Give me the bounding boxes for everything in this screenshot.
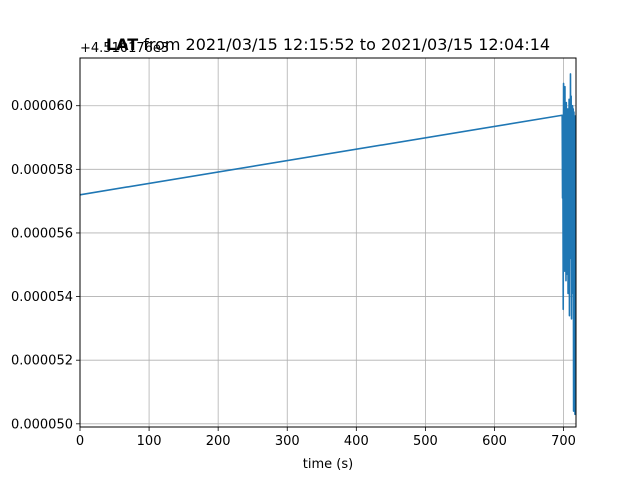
chart-title: LAT from 2021/03/15 12:15:52 to 2021/03/… [106,35,550,54]
series-line [79,73,577,416]
x-tick-label: 300 [275,434,300,449]
chart-title-rest: from 2021/03/15 12:15:52 to 2021/03/15 1… [138,35,550,54]
y-tick-label: 0.000056 [11,226,73,241]
x-tick-label: 0 [76,434,84,449]
y-tick-label: 0.000050 [11,417,73,432]
x-tick-label: 500 [413,434,438,449]
y-offset-label: +4.510176e3 [80,41,169,56]
plot-lines [79,73,577,416]
grid [79,58,576,427]
x-tick-label: 600 [482,434,507,449]
axes-frame [79,57,577,428]
y-tick-label: 0.000060 [11,99,73,114]
ticks: 0 100 200 300 400 500 600 700 0.000050 0.000052 0.… [11,99,576,449]
x-tick-label: 400 [344,434,369,449]
x-axis-label: time (s) [303,457,353,472]
x-tick-label: 700 [551,434,576,449]
x-tick-label: 200 [206,434,231,449]
chart-title-bold: LAT [106,35,138,54]
y-tick-label: 0.000058 [11,163,73,178]
y-tick-label: 0.000054 [11,290,73,305]
x-tick-label: 100 [137,434,162,449]
y-tick-label: 0.000052 [11,354,73,369]
